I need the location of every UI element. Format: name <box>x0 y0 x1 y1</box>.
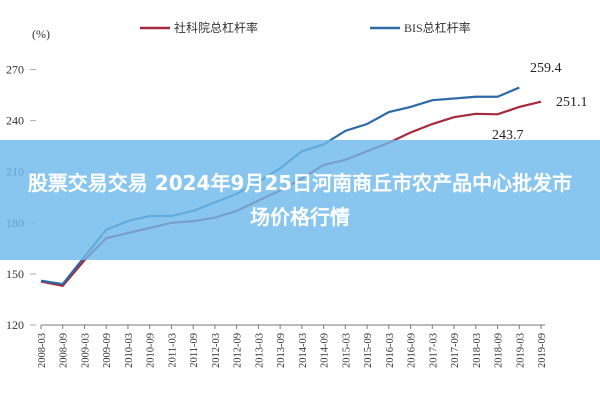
x-tick-label: 2009-03 <box>80 333 91 368</box>
x-tick-label: 2013-03 <box>254 333 265 368</box>
x-tick-label: 2018-09 <box>494 333 505 368</box>
banner: 股票交易交易 2024年9月25日河南商丘市农产品中心批发市场价格行情 <box>0 140 600 260</box>
y-tick-label: 270 <box>6 63 24 77</box>
x-tick-label: 2019-09 <box>537 333 548 368</box>
x-tick-label: 2011-03 <box>167 333 178 368</box>
x-tick-label: 2016-09 <box>407 333 418 368</box>
y-tick-label: 120 <box>6 318 24 332</box>
banner-title: 股票交易交易 2024年9月25日河南商丘市农产品中心批发市场价格行情 <box>27 171 573 229</box>
x-tick-label: 2016-03 <box>385 333 396 368</box>
x-tick-label: 2015-09 <box>363 333 374 368</box>
x-tick-label: 2010-09 <box>146 333 157 368</box>
x-tick-label: 2011-09 <box>189 333 200 368</box>
x-tick-label: 2009-09 <box>102 333 113 368</box>
x-tick-label: 2018-03 <box>472 333 483 368</box>
y-axis-label: (%) <box>32 27 50 41</box>
legend-label: BIS总杠杆率 <box>404 20 471 35</box>
x-tick-label: 2017-09 <box>450 333 461 368</box>
x-tick-label: 2012-03 <box>211 333 222 368</box>
x-tick-label: 2010-03 <box>124 333 135 368</box>
x-tick-label: 2008-03 <box>37 333 48 368</box>
y-tick-label: 240 <box>6 114 24 128</box>
data-label: 259.4 <box>530 61 562 76</box>
x-tick-label: 2013-09 <box>276 333 287 368</box>
x-tick-label: 2014-09 <box>320 333 331 368</box>
x-tick-label: 2017-03 <box>428 333 439 368</box>
x-tick-label: 2014-03 <box>298 333 309 368</box>
legend-label: 社科院总杠杆率 <box>174 20 258 35</box>
data-label: 243.7 <box>492 128 524 143</box>
x-tick-label: 2012-09 <box>233 333 244 368</box>
x-tick-label: 2008-09 <box>59 333 70 368</box>
y-tick-label: 150 <box>6 267 24 281</box>
x-tick-label: 2019-03 <box>515 333 526 368</box>
x-tick-label: 2015-03 <box>341 333 352 368</box>
data-label: 251.1 <box>556 95 588 110</box>
